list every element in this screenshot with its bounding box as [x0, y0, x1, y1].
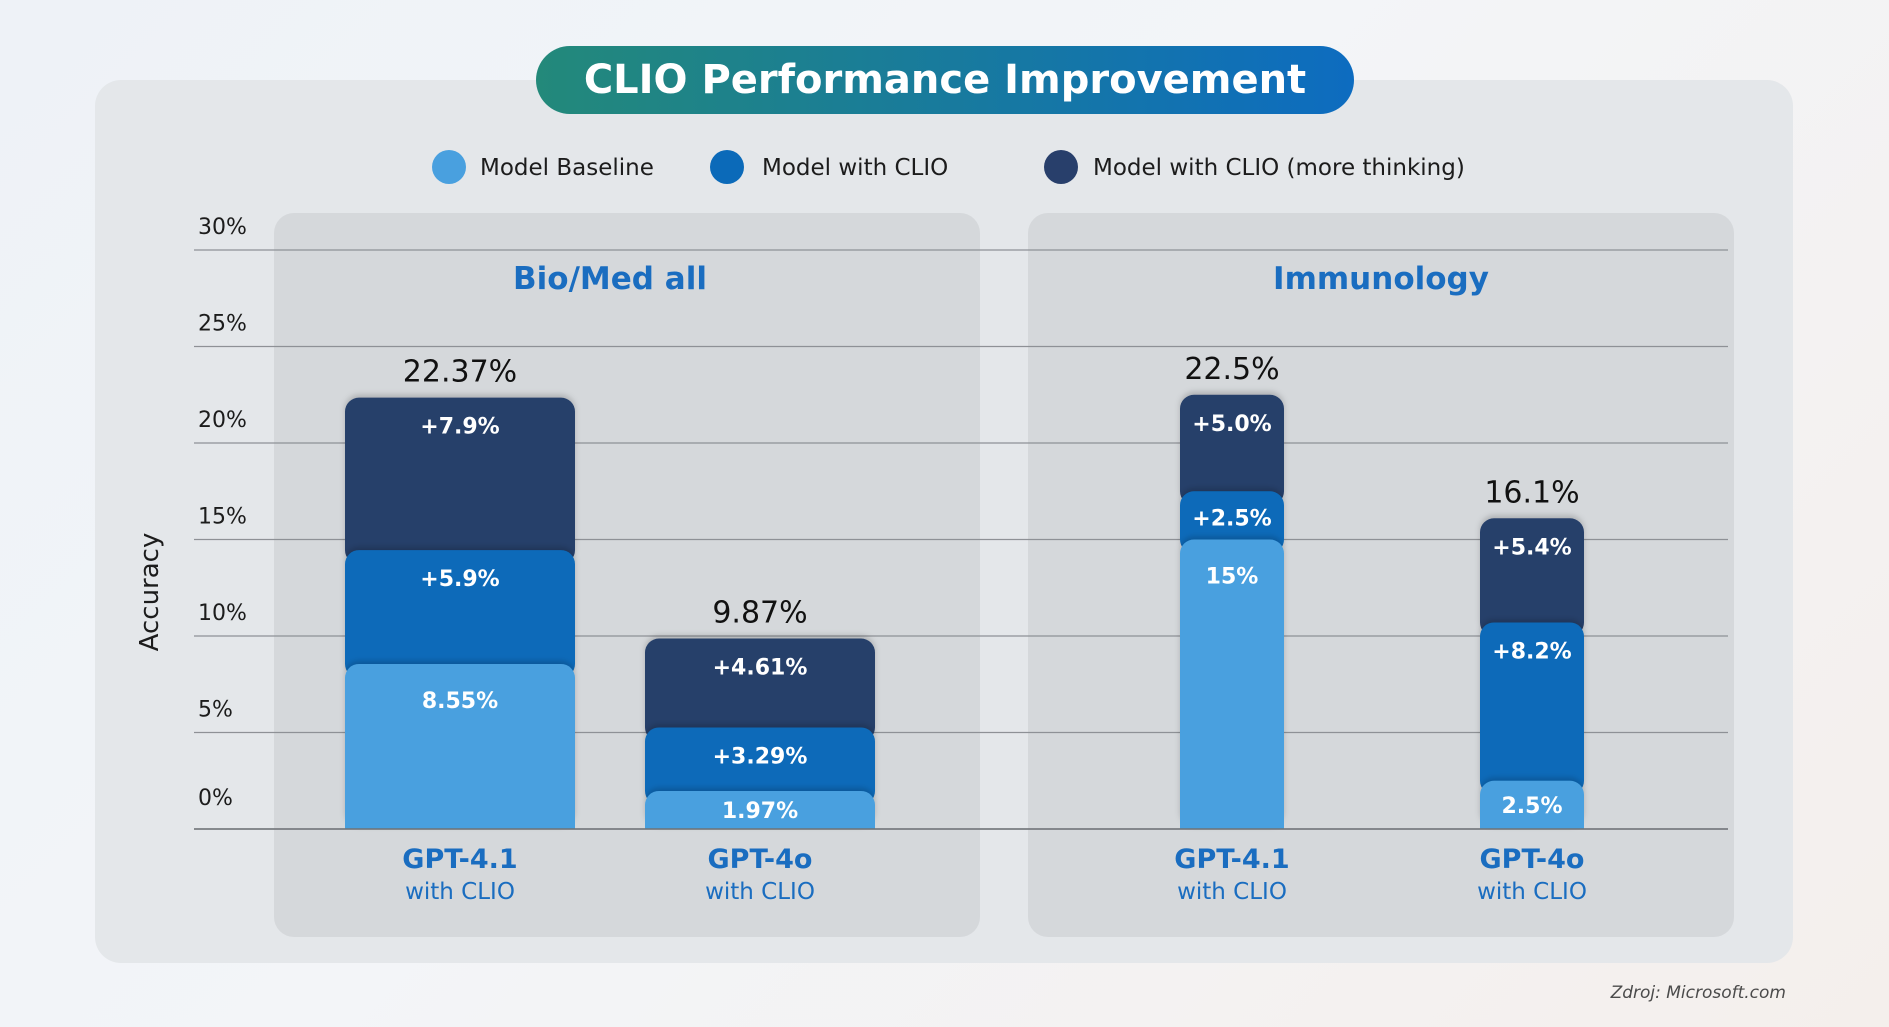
x-category-label: GPT-4o — [708, 844, 813, 875]
legend-label-baseline: Model Baseline — [480, 155, 654, 181]
x-category-label: GPT-4.1 — [402, 844, 517, 875]
bar-segment-label: 8.55% — [422, 689, 498, 714]
title-pill — [536, 46, 1354, 114]
bar-segment-more_thinking — [1480, 518, 1584, 637]
bar-segment-baseline — [1180, 539, 1284, 829]
y-tick-label: 30% — [198, 215, 247, 240]
bar-segment-label: +5.0% — [1192, 412, 1271, 437]
x-category-sublabel: with CLIO — [705, 879, 815, 905]
y-tick-label: 15% — [198, 505, 247, 530]
x-category-sublabel: with CLIO — [1477, 879, 1587, 905]
bar-segment-label: +3.29% — [713, 744, 808, 769]
bar-segment-label: +8.2% — [1492, 639, 1571, 664]
y-tick-label: 5% — [198, 698, 233, 723]
panel-title: Bio/Med all — [513, 261, 707, 297]
legend-marker-baseline — [432, 150, 466, 184]
bar-segment-with_clio — [1480, 622, 1584, 795]
bar-total-label: 22.5% — [1184, 352, 1279, 387]
source-credit: Zdroj: Microsoft.com — [1610, 983, 1786, 1003]
bar-segment-baseline — [345, 663, 575, 829]
legend-label-with_clio: Model with CLIO — [762, 155, 948, 181]
bar-segment-label: +2.5% — [1192, 506, 1271, 531]
bar-base — [645, 815, 875, 829]
bar-total-label: 22.37% — [403, 354, 517, 389]
bar-segment-label: 2.5% — [1501, 794, 1562, 819]
bar-segment-more_thinking — [345, 397, 575, 565]
legend-marker-more_thinking — [1044, 150, 1078, 184]
bar-base — [1180, 815, 1284, 829]
y-tick-label: 0% — [198, 786, 233, 811]
bar-segment-label: +4.61% — [713, 656, 808, 681]
bar-base — [1480, 815, 1584, 829]
bar-segment-with_clio — [1180, 491, 1284, 554]
bar-segment-label: 1.97% — [722, 799, 798, 824]
bar-segment-label: +5.4% — [1492, 535, 1571, 560]
y-tick-label: 20% — [198, 408, 247, 433]
chart-title: CLIO Performance Improvement — [584, 57, 1306, 103]
x-category-sublabel: with CLIO — [405, 879, 515, 905]
x-category-label: GPT-4o — [1480, 844, 1585, 875]
bar-segment-label: 15% — [1206, 565, 1259, 590]
y-axis-label: Accuracy — [135, 533, 165, 652]
bar-segment-more_thinking — [645, 638, 875, 742]
y-tick-label: 10% — [198, 601, 247, 626]
legend-marker-with_clio — [710, 150, 744, 184]
bar-total-label: 16.1% — [1484, 475, 1579, 510]
x-category-label: GPT-4.1 — [1174, 844, 1289, 875]
bar-segment-label: +5.9% — [420, 567, 499, 592]
bar-segment-more_thinking — [1180, 394, 1284, 506]
bar-segment-label: +7.9% — [420, 415, 499, 440]
x-category-sublabel: with CLIO — [1177, 879, 1287, 905]
legend-label-more_thinking: Model with CLIO (more thinking) — [1093, 155, 1465, 181]
y-tick-label: 25% — [198, 312, 247, 337]
bar-total-label: 9.87% — [712, 596, 807, 631]
panel-title: Immunology — [1273, 261, 1489, 297]
bar-segment-with_clio — [345, 550, 575, 678]
bar-segment-with_clio — [645, 727, 875, 805]
bar-base — [345, 815, 575, 829]
